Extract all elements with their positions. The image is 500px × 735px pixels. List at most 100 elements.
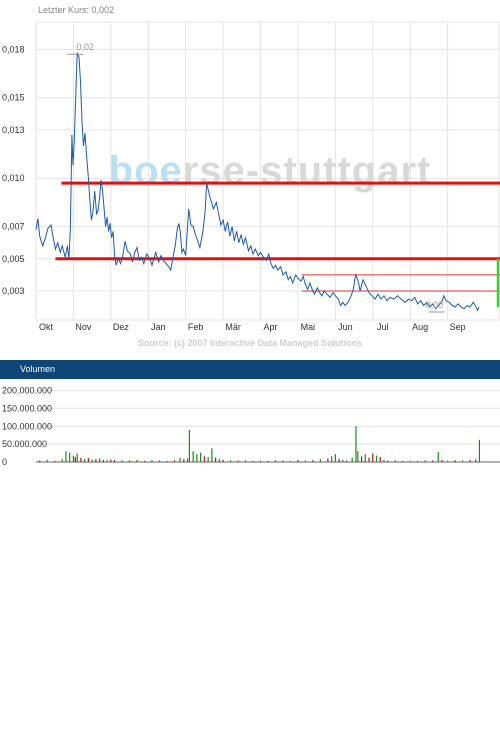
volume-bar <box>39 460 41 462</box>
volume-bar <box>447 460 449 462</box>
volume-bar <box>128 460 131 462</box>
volume-bar <box>54 460 56 462</box>
x-tick-label: Mai <box>301 322 316 332</box>
volume-bar <box>475 459 477 462</box>
price-line <box>35 52 480 312</box>
volume-chart: 200.000.000 150.000.000 100.000.000 50.000.… <box>2 386 500 467</box>
y-tick-label: 0,003 <box>2 286 25 296</box>
volume-bar <box>69 452 71 462</box>
volume-bar <box>282 460 284 462</box>
volume-bar <box>192 451 194 462</box>
volume-bar <box>372 453 374 462</box>
volume-bar <box>76 453 78 462</box>
volume-y-tick-layer: 200.000.000 150.000.000 100.000.000 50.000.… <box>2 386 52 467</box>
volume-y-tick-label: 150.000.000 <box>2 403 52 413</box>
volume-bar <box>364 454 366 462</box>
volume-y-tick-label: 200.000.000 <box>2 386 52 396</box>
volume-bar <box>229 460 232 462</box>
volume-bar <box>143 460 146 462</box>
volume-bar <box>394 460 396 462</box>
volume-bar <box>80 457 82 462</box>
volume-bar <box>121 460 123 462</box>
volume-grid-layer <box>36 390 500 463</box>
x-tick-label: Jan <box>151 322 166 332</box>
volume-bar <box>478 439 481 462</box>
volume-y-tick-label: 0 <box>2 457 7 467</box>
x-tick-label: Apr <box>264 322 278 332</box>
volume-y-tick-label: 50.000.000 <box>2 439 47 449</box>
grid-layer <box>35 21 500 321</box>
volume-bar <box>222 459 224 462</box>
annotation-layer: 0,02 0,00 <box>67 42 445 313</box>
volume-bar <box>91 459 93 462</box>
watermark-accent: boe <box>109 149 183 193</box>
volume-bar <box>417 460 419 462</box>
volume-bar <box>437 452 439 462</box>
volume-bar <box>252 460 254 462</box>
annotation-label: 0,00 <box>426 300 444 310</box>
x-tick-label: Okt <box>39 322 54 332</box>
volume-bar <box>244 460 247 462</box>
volume-bar <box>99 458 101 462</box>
annotation-label: 0,02 <box>77 42 95 52</box>
volume-bar <box>267 460 269 462</box>
volume-bar <box>46 459 48 462</box>
x-tick-label: Jun <box>338 322 353 332</box>
volume-bar <box>312 460 314 462</box>
x-tick-label: Jul <box>377 322 389 332</box>
volume-bar <box>106 460 108 462</box>
volume-bar <box>65 451 67 462</box>
volume-bar <box>215 457 217 462</box>
volume-bar <box>113 459 116 462</box>
y-tick-label: 0,018 <box>2 44 25 54</box>
volume-bar <box>72 455 75 462</box>
volume-bar <box>207 457 209 462</box>
volume-bar <box>237 460 239 462</box>
volume-bar <box>345 460 348 462</box>
volume-bar <box>218 459 220 462</box>
volume-bar <box>274 460 277 462</box>
volume-bar <box>166 460 168 462</box>
volume-bar <box>327 458 329 462</box>
price-chart: boerse-stuttgart 0,0180,0150,0130,0100,0… <box>2 21 500 348</box>
volume-bar <box>368 457 370 462</box>
volume-bar <box>357 451 359 462</box>
volume-title: Volumen <box>20 364 56 374</box>
y-tick-label: 0,010 <box>2 173 25 183</box>
volume-bar <box>151 460 153 462</box>
volume-bar <box>102 459 104 462</box>
volume-bar <box>110 459 112 462</box>
volume-bar <box>461 460 464 462</box>
overlay-layer <box>55 181 500 308</box>
volume-bar <box>61 459 63 462</box>
volume-bar <box>342 459 344 462</box>
volume-bar <box>351 457 353 462</box>
volume-bar <box>297 459 299 462</box>
volume-bar <box>454 460 456 462</box>
volume-bar <box>387 460 389 462</box>
volume-bar <box>383 459 385 462</box>
volume-bar <box>402 460 404 462</box>
volume-bar <box>196 454 198 462</box>
volume-bar <box>331 456 333 462</box>
x-tick-label: Dez <box>113 322 130 332</box>
volume-bar <box>334 454 336 462</box>
volume-bar <box>203 456 205 462</box>
volume-bar <box>183 459 185 462</box>
volume-bar <box>304 460 307 462</box>
watermark-rest: rse-stuttgart <box>183 149 432 193</box>
volume-bar <box>379 457 381 462</box>
volume-bar-layer <box>39 426 481 462</box>
volume-bar <box>179 457 181 462</box>
volume-bar <box>95 459 97 462</box>
x-tick-label: Nov <box>75 322 92 332</box>
x-tick-layer: Okt Nov Dez Jan Feb Mär Apr Mai Jun Jul Aug Sep <box>39 322 466 332</box>
volume-bar <box>186 458 189 462</box>
volume-bar <box>136 459 138 462</box>
volume-bar <box>87 458 89 462</box>
x-tick-label: Feb <box>188 322 204 332</box>
volume-bar <box>84 458 86 462</box>
volume-bar <box>424 460 426 462</box>
volume-bar <box>360 456 363 462</box>
volume-bar <box>158 460 161 462</box>
